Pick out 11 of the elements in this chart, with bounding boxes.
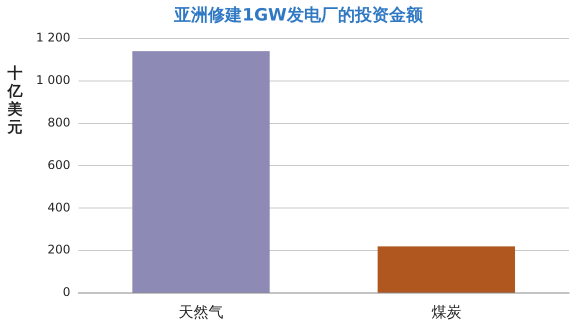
y-tick-label: 800 [47, 115, 70, 130]
y-axis-title: 十亿美元 [6, 64, 24, 136]
y-tick-label: 600 [47, 158, 70, 172]
chart-title: 亚洲修建1GW发电厂的投资金额 [173, 6, 424, 26]
y-tick-label: 200 [47, 242, 70, 257]
y-tick-label: 400 [47, 200, 70, 214]
x-tick-label: 煤炭 [431, 302, 462, 321]
y-tick-label: 0 [62, 285, 70, 300]
x-tick-label: 天然气 [178, 302, 224, 321]
y-tick-label: 1 200 [36, 30, 70, 45]
y-tick-label: 1 000 [36, 72, 70, 87]
